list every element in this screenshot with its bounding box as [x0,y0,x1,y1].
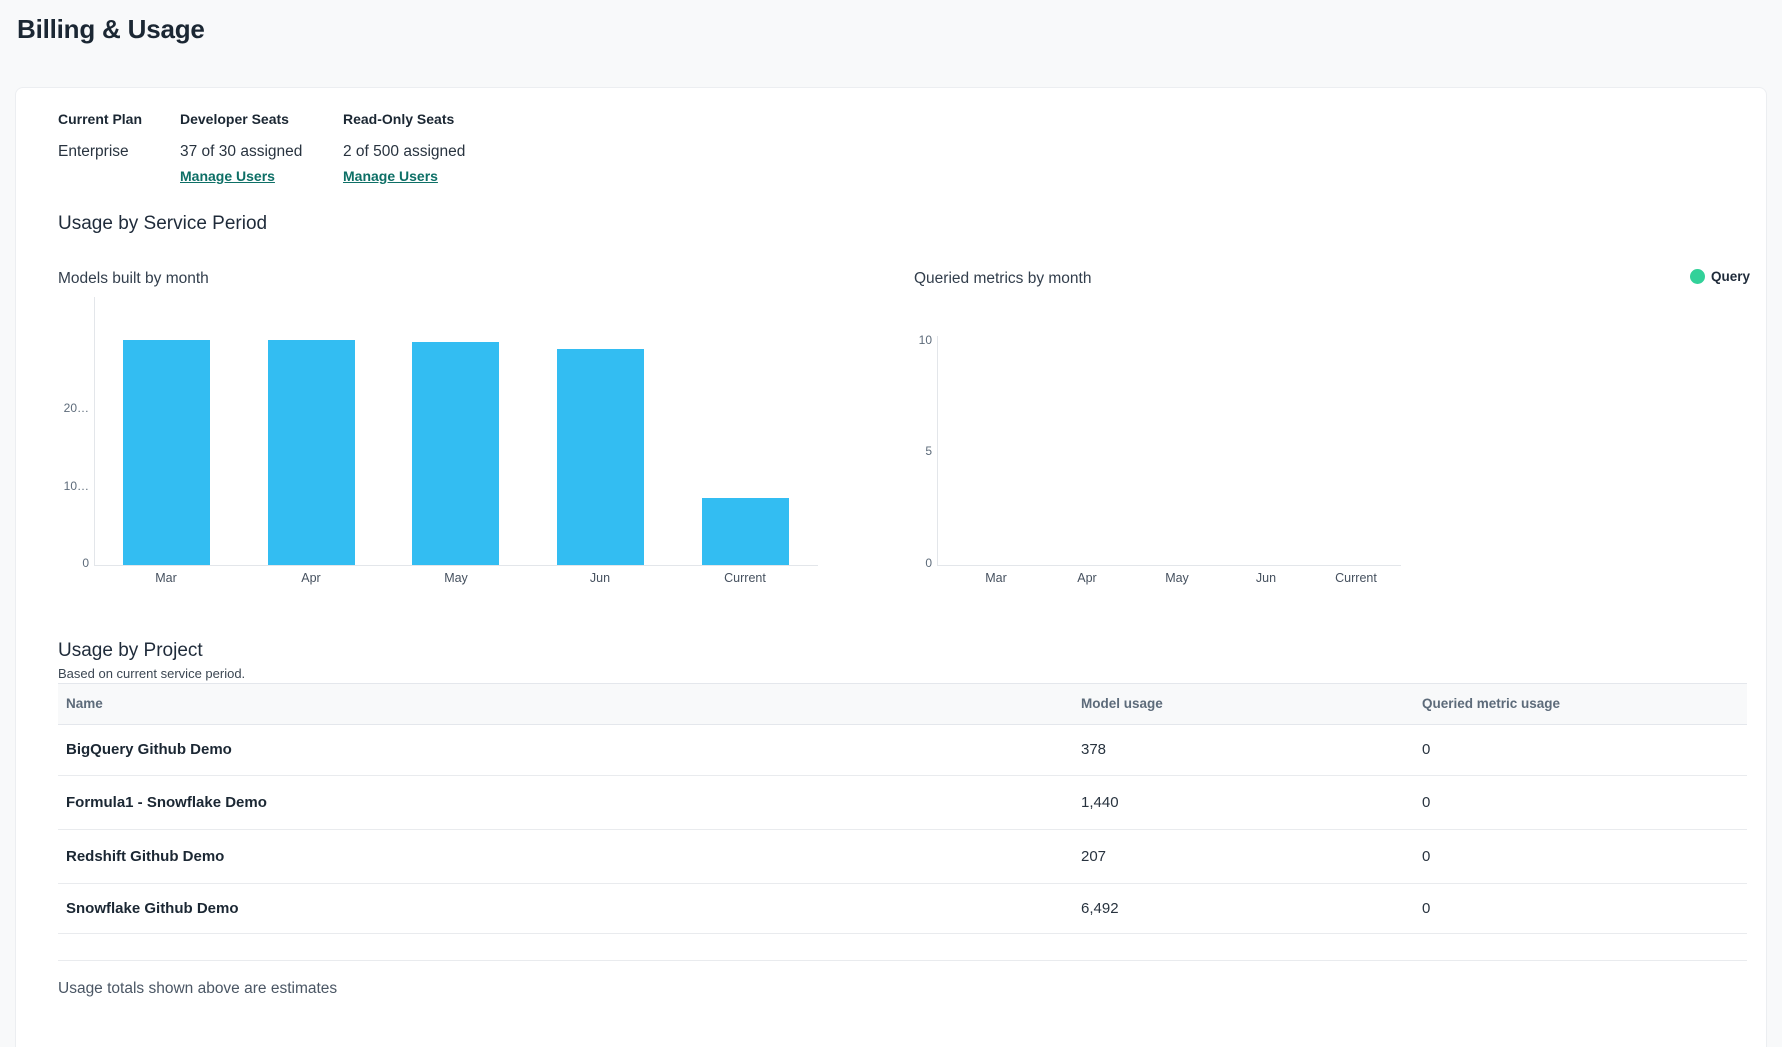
x-tick-label: Current [1335,571,1377,585]
table-row: BigQuery Github Demo 378 0 [58,725,1747,776]
x-tick-label: May [444,571,468,585]
metrics-x-axis-labels: Mar Apr May Jun Current [937,571,1401,587]
x-tick-label: Apr [1077,571,1097,585]
metrics-chart-title: Queried metrics by month [914,270,1092,287]
plan-summary-developer-seats: Developer Seats 37 of 30 assigned Manage… [180,110,302,184]
usage-by-project-table: Name Model usage Queried metric usage Bi… [58,683,1747,961]
models-chart-title: Models built by month [58,270,209,287]
project-name: Formula1 - Snowflake Demo [66,794,267,811]
models-ytick-0: 0 [82,556,89,570]
query-legend-label: Query [1711,269,1751,284]
table-header-row: Name Model usage Queried metric usage [58,683,1747,725]
bar-apr [268,339,355,565]
usage-by-project-heading: Usage by Project [58,640,203,661]
table-row: Snowflake Github Demo 6,492 0 [58,884,1747,934]
metrics-y-axis-line [937,336,938,565]
x-tick-label: Mar [985,571,1007,585]
project-name: Redshift Github Demo [66,848,225,865]
bar-jun [557,349,644,565]
plan-summary-readonly-seats: Read-Only Seats 2 of 500 assigned Manage… [343,110,465,184]
manage-users-link-developer[interactable]: Manage Users [180,168,275,184]
column-header-name: Name [66,696,103,711]
metrics-ytick-0: 0 [925,556,932,570]
metrics-ytick-10: 10 [918,333,932,347]
billing-card: Current Plan Enterprise Developer Seats … [15,87,1767,1047]
x-tick-label: Apr [301,571,321,585]
x-tick-label: Jun [589,571,611,585]
model-usage-value: 1,440 [1081,794,1119,811]
queried-metric-usage-value: 0 [1422,741,1431,758]
x-tick-label: Current [724,571,766,585]
x-tick-label: May [1165,571,1189,585]
queried-metric-usage-value: 0 [1422,848,1431,865]
x-tick-label: Jun [1255,571,1277,585]
usage-by-project-subheading: Based on current service period. [58,666,246,681]
manage-users-link-readonly[interactable]: Manage Users [343,168,438,184]
readonly-seats-label: Read-Only Seats [343,111,455,127]
developer-seats-label: Developer Seats [180,111,289,127]
model-usage-value: 207 [1081,848,1107,865]
page-title: Billing & Usage [17,14,205,44]
developer-seats-value: 37 of 30 assigned [180,143,303,160]
current-plan-value: Enterprise [58,143,129,160]
metrics-x-axis-line [937,565,1401,566]
models-chart-plot [94,297,818,565]
column-header-queried-metric-usage: Queried metric usage [1422,696,1561,711]
project-name: Snowflake Github Demo [66,900,239,917]
query-legend-swatch [1690,269,1705,284]
metrics-chart-plot [937,336,1401,565]
queried-metric-usage-value: 0 [1422,794,1431,811]
queried-metric-usage-value: 0 [1422,900,1431,917]
chart-legend[interactable]: Query [1690,269,1750,284]
model-usage-value: 378 [1081,741,1107,758]
column-header-model-usage: Model usage [1081,696,1163,711]
table-footer-spacer [58,934,1747,961]
x-tick-label: Mar [155,571,177,585]
models-ytick-10000: 10… [63,479,89,493]
table-row: Redshift Github Demo 207 0 [58,830,1747,884]
readonly-seats-value: 2 of 500 assigned [343,143,466,160]
models-x-axis-labels: Mar Apr May Jun Current [94,571,818,587]
current-plan-label: Current Plan [58,111,143,127]
bar-current [702,498,789,565]
bar-may [412,342,499,565]
models-y-axis-line [94,297,95,565]
usage-by-service-period-heading: Usage by Service Period [58,213,268,234]
project-name: BigQuery Github Demo [66,741,232,758]
usage-footnote: Usage totals shown above are estimates [58,980,338,997]
bar-mar [123,339,210,565]
metrics-ytick-5: 5 [925,444,932,458]
models-ytick-20000: 20… [63,401,89,415]
table-row: Formula1 - Snowflake Demo 1,440 0 [58,776,1747,830]
models-x-axis-line [94,565,818,566]
model-usage-value: 6,492 [1081,900,1119,917]
plan-summary-current-plan: Current Plan Enterprise [58,110,143,160]
